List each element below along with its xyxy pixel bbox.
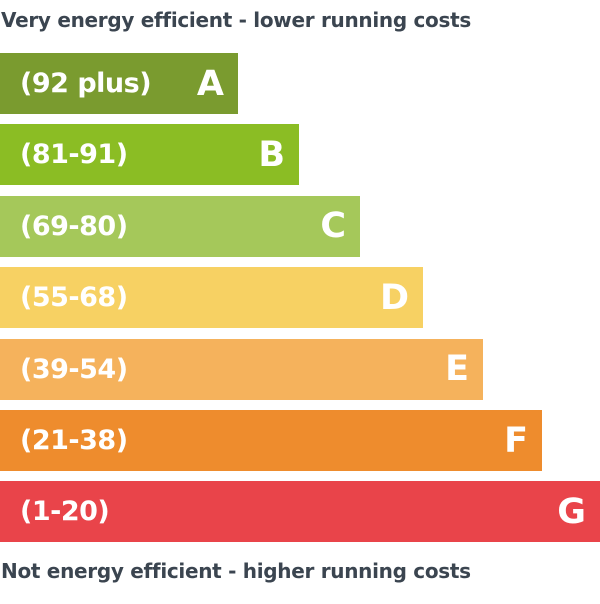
bottom-caption: Not energy efficient - higher running co… <box>1 559 471 583</box>
rating-bar-f: (21-38) F <box>0 410 542 471</box>
rating-range: (39-54) <box>20 353 128 385</box>
rating-bar-e: (39-54) E <box>0 338 483 400</box>
top-caption: Very energy efficient - lower running co… <box>1 8 471 32</box>
rating-range: (1-20) <box>20 496 110 528</box>
rating-range: (92 plus) <box>20 68 152 99</box>
rating-letter: F <box>504 420 528 461</box>
rating-letter: C <box>320 206 346 247</box>
rating-letter: G <box>557 491 586 532</box>
rating-bar-b: (81-91) B <box>0 124 299 186</box>
rating-letter: D <box>379 277 409 318</box>
rating-letter: B <box>258 134 285 175</box>
rating-range: (55-68) <box>20 282 128 314</box>
rating-letter: E <box>445 349 469 390</box>
rating-bar-g: (1-20) G <box>0 481 600 543</box>
rating-range: (69-80) <box>20 210 128 242</box>
rating-bar-a: (92 plus) A <box>0 53 238 114</box>
rating-range: (81-91) <box>20 139 128 171</box>
rating-bar-d: (55-68) D <box>0 267 423 329</box>
rating-bar-c: (69-80) C <box>0 195 360 257</box>
rating-range: (21-38) <box>20 425 128 456</box>
rating-letter: A <box>196 63 224 104</box>
